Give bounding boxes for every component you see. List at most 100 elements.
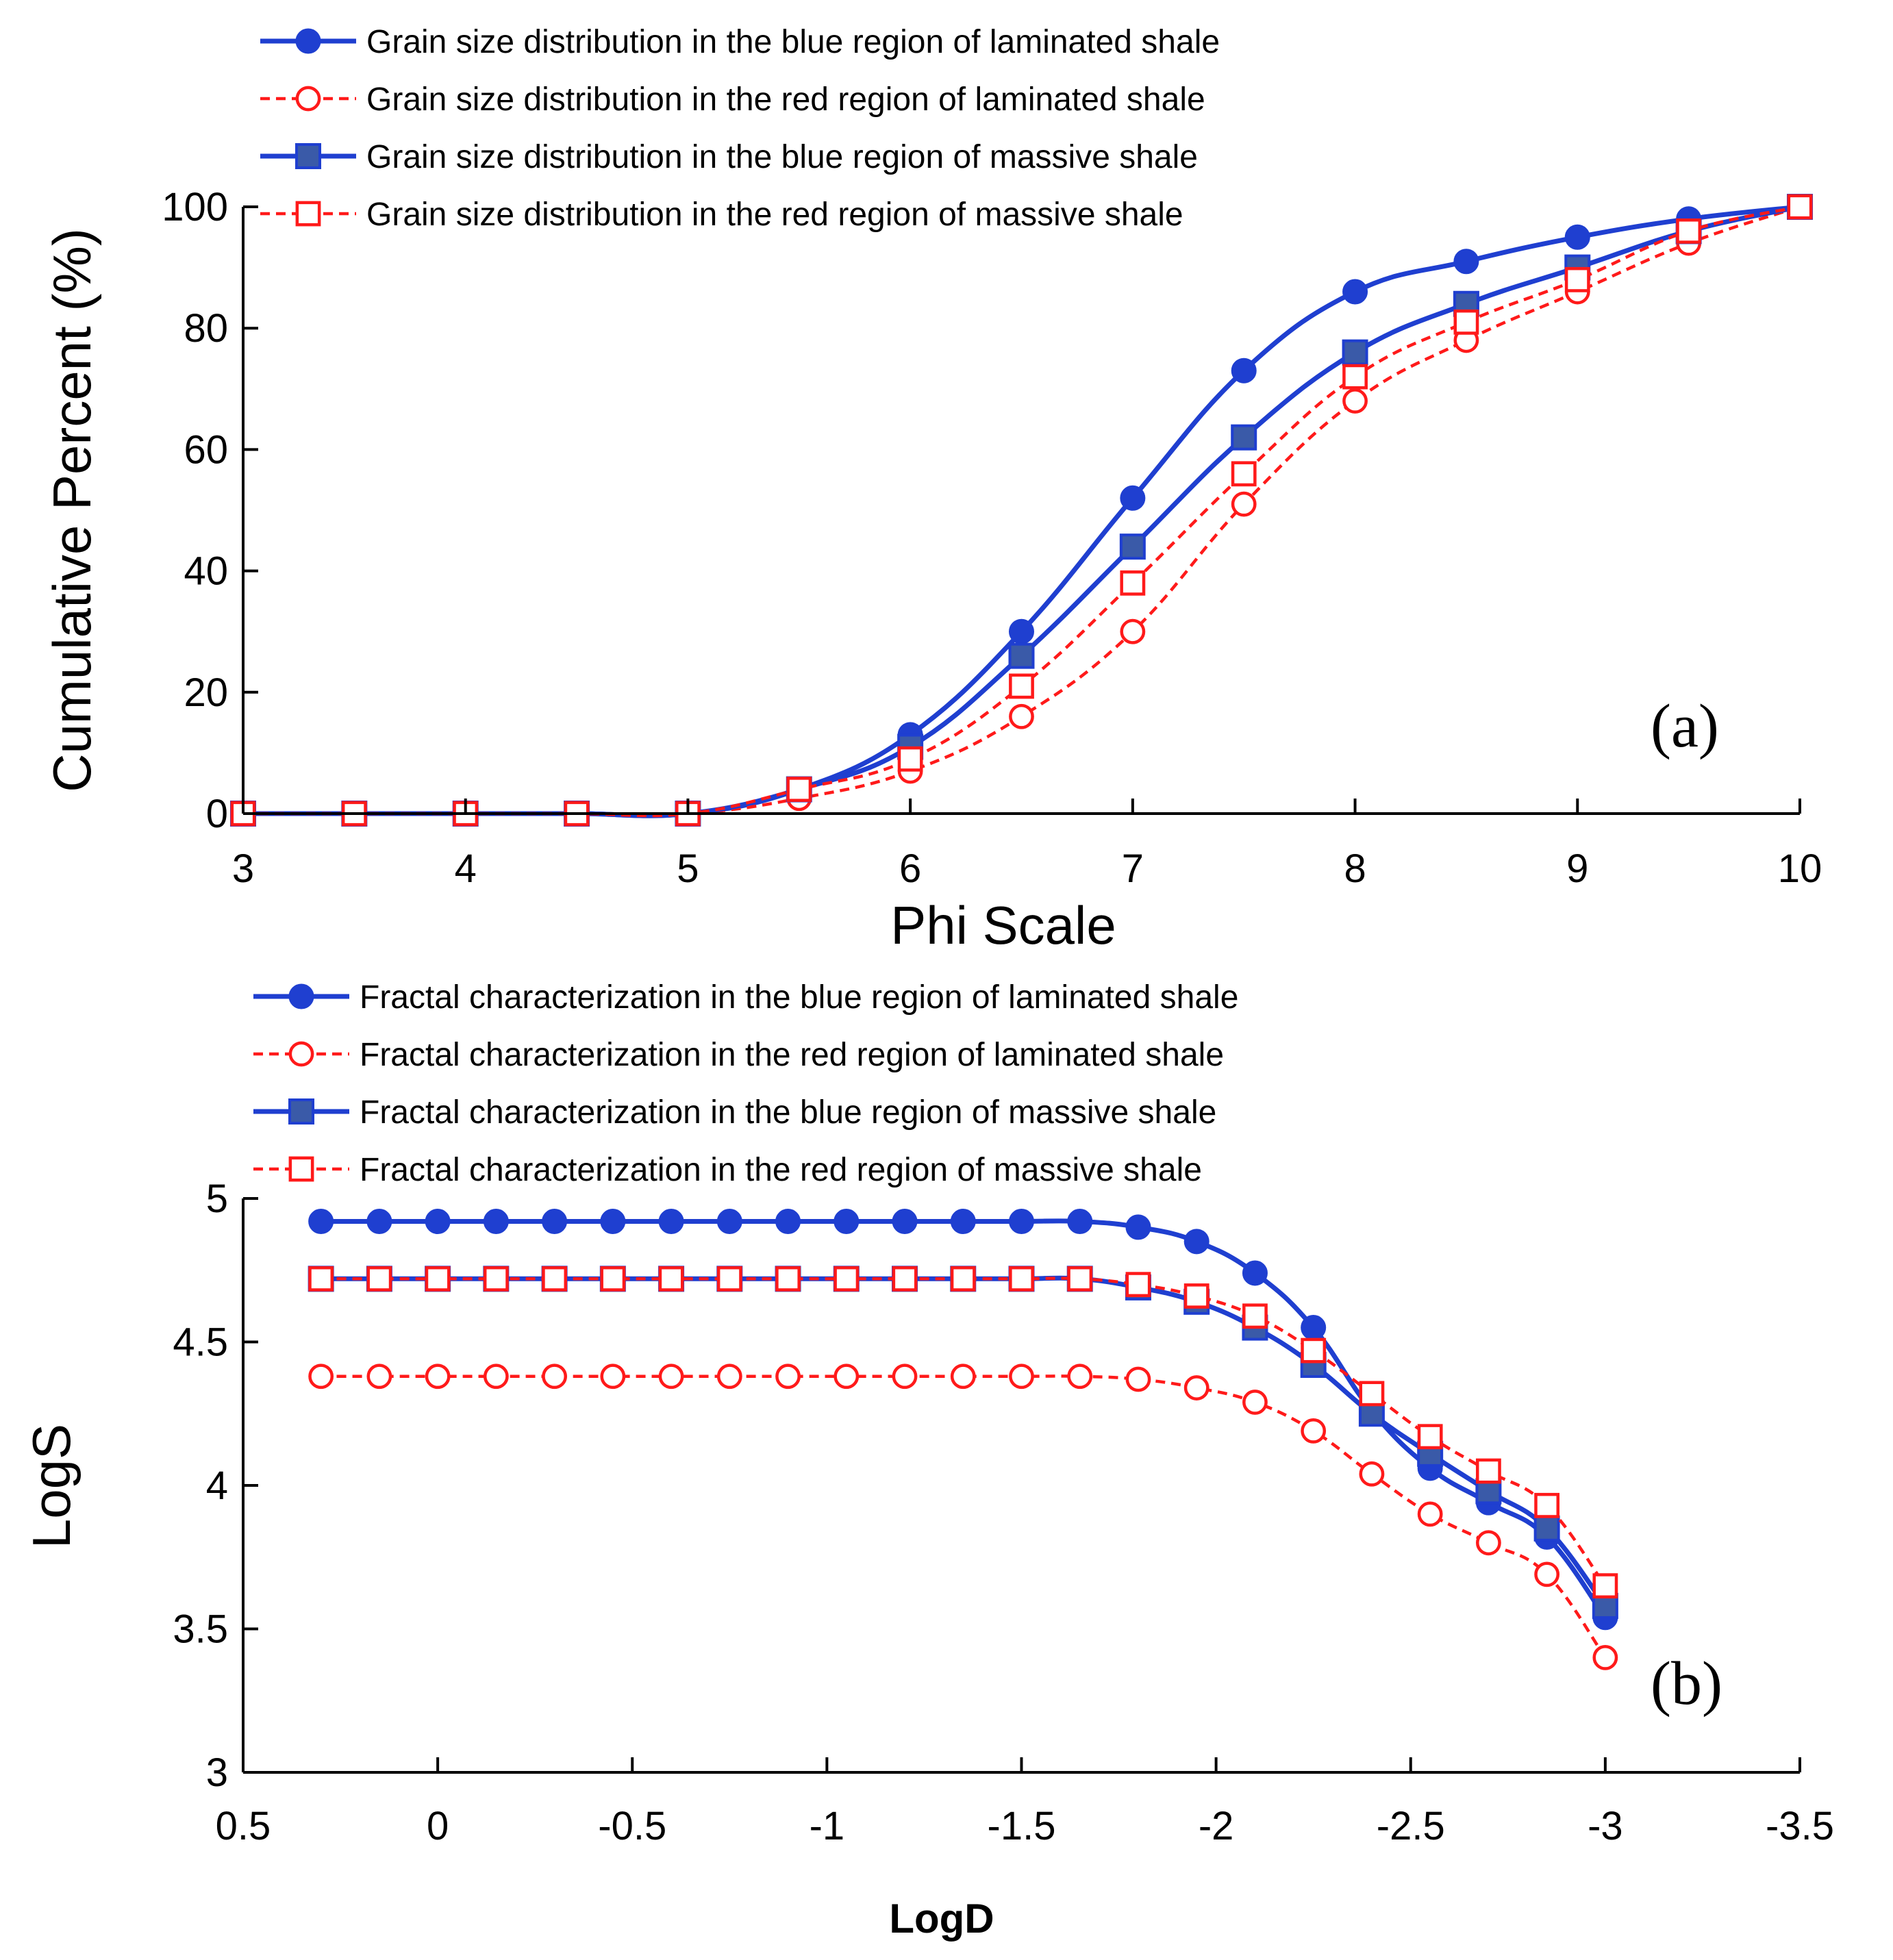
b-data-point bbox=[483, 1266, 509, 1292]
b-data-point bbox=[1417, 1424, 1443, 1450]
a-legend-label: Grain size distribution in the blue regi… bbox=[366, 139, 1198, 175]
a-legend-label: Grain size distribution in the red regio… bbox=[366, 197, 1183, 233]
a-data-point bbox=[1342, 364, 1368, 390]
b-data-point bbox=[1125, 1366, 1151, 1392]
a-x-tick-label: 9 bbox=[1566, 846, 1588, 891]
b-x-tick-label: -1.5 bbox=[988, 1804, 1056, 1848]
b-data-point bbox=[483, 1364, 509, 1390]
a-legend-label: Grain size distribution in the blue regi… bbox=[366, 24, 1220, 60]
a-data-point bbox=[1008, 642, 1035, 669]
panel-b-series-group bbox=[308, 1209, 1618, 1670]
a-data-point bbox=[897, 746, 923, 772]
a-data-point bbox=[1120, 618, 1146, 644]
b-legend-entry-3: Fractal characterization in the red regi… bbox=[253, 1152, 1202, 1188]
a-x-tick-label: 6 bbox=[899, 846, 921, 891]
a-legend-entry-2: Grain size distribution in the blue regi… bbox=[260, 139, 1198, 175]
b-data-point bbox=[600, 1266, 626, 1292]
b-data-point bbox=[600, 1209, 626, 1235]
b-legend-label: Fractal characterization in the red regi… bbox=[360, 1037, 1224, 1073]
b-data-point bbox=[542, 1266, 568, 1292]
b-x-tick-label: -0.5 bbox=[598, 1804, 666, 1848]
b-data-point bbox=[892, 1364, 918, 1390]
a-data-point bbox=[1342, 388, 1368, 414]
b-legend-label: Fractal characterization in the blue reg… bbox=[360, 979, 1238, 1016]
b-data-point bbox=[833, 1266, 860, 1292]
a-legend-entry-3: Grain size distribution in the red regio… bbox=[260, 197, 1183, 233]
a-x-tick-label: 10 bbox=[1778, 846, 1822, 891]
b-data-point bbox=[308, 1266, 334, 1292]
b-data-point bbox=[425, 1209, 451, 1235]
b-data-point bbox=[1417, 1501, 1443, 1527]
b-data-point bbox=[1067, 1209, 1093, 1235]
a-data-point bbox=[1009, 673, 1034, 699]
b-data-point bbox=[658, 1209, 684, 1235]
b-x-tick-label: 0 bbox=[427, 1804, 449, 1848]
a-x-tick-label: 8 bbox=[1344, 846, 1366, 891]
b-data-point bbox=[658, 1266, 684, 1292]
a-y-tick-label: 100 bbox=[162, 185, 228, 229]
a-y-tick-label: 80 bbox=[184, 306, 228, 351]
b-series-line-2 bbox=[321, 1275, 1607, 1608]
b-data-point bbox=[1476, 1530, 1501, 1556]
b-data-point bbox=[1067, 1266, 1093, 1292]
b-x-tick-label: -2 bbox=[1199, 1804, 1234, 1848]
a-x-tick-label: 5 bbox=[677, 846, 699, 891]
b-data-point bbox=[716, 1364, 742, 1390]
b-data-point bbox=[833, 1364, 860, 1390]
b-data-point bbox=[425, 1266, 451, 1292]
panel-a-legend: Grain size distribution in the blue regi… bbox=[260, 24, 1220, 233]
a-y-tick-label: 40 bbox=[184, 549, 228, 594]
b-data-point bbox=[542, 1364, 567, 1390]
b-x-tick-label: 0.5 bbox=[216, 1804, 271, 1848]
b-data-point bbox=[366, 1364, 392, 1390]
b-data-point bbox=[1125, 1272, 1151, 1298]
b-data-point bbox=[892, 1209, 918, 1235]
b-data-point bbox=[1533, 1515, 1560, 1542]
b-data-point bbox=[1359, 1461, 1385, 1487]
b-data-point bbox=[1242, 1390, 1268, 1415]
b-y-tick-label: 4.5 bbox=[173, 1320, 228, 1365]
b-data-point bbox=[775, 1209, 801, 1235]
a-data-point bbox=[1342, 279, 1368, 305]
b-data-point bbox=[1242, 1260, 1268, 1286]
b-data-point bbox=[1067, 1364, 1093, 1390]
b-data-point bbox=[1183, 1229, 1209, 1255]
a-data-point bbox=[1676, 218, 1702, 244]
b-data-point bbox=[1476, 1458, 1501, 1484]
b-series-line-3 bbox=[321, 1277, 1607, 1587]
a-legend-marker bbox=[295, 28, 321, 54]
b-x-tick-label: -1 bbox=[810, 1804, 845, 1848]
a-data-point bbox=[1119, 533, 1146, 560]
b-legend-marker bbox=[288, 983, 314, 1009]
b-data-point bbox=[1301, 1337, 1327, 1364]
a-legend-entry-0: Grain size distribution in the blue regi… bbox=[260, 24, 1220, 60]
b-legend-label: Fractal characterization in the blue reg… bbox=[360, 1094, 1216, 1131]
b-data-point bbox=[1009, 1266, 1034, 1292]
a-data-point bbox=[1787, 194, 1813, 220]
panel-b-x-axis-title: LogD bbox=[889, 1896, 994, 1942]
b-data-point bbox=[1242, 1303, 1268, 1329]
a-series-3 bbox=[230, 194, 1813, 827]
b-y-tick-label: 3 bbox=[206, 1750, 228, 1795]
a-data-point bbox=[1231, 461, 1257, 487]
a-legend-label: Grain size distribution in the red regio… bbox=[366, 81, 1205, 118]
b-y-tick-label: 4 bbox=[206, 1463, 228, 1508]
b-data-point bbox=[716, 1266, 742, 1292]
b-data-point bbox=[1009, 1209, 1034, 1235]
b-legend-entry-1: Fractal characterization in the red regi… bbox=[253, 1037, 1224, 1073]
b-data-point bbox=[1534, 1561, 1560, 1587]
a-legend-marker bbox=[295, 86, 321, 112]
panel-b-y-axis-title: LogS bbox=[21, 1424, 82, 1548]
a-data-point bbox=[1453, 249, 1479, 275]
panel-b-axes: 0.5 0 -0.5 -1 -1.5 -2 -2.5 -3 -3.5 3 3.5 4 4.5 5 bbox=[173, 1177, 1834, 1848]
b-data-point bbox=[716, 1209, 742, 1235]
b-data-point bbox=[833, 1209, 860, 1235]
a-y-tick-label: 0 bbox=[206, 792, 228, 836]
a-x-tick-label: 4 bbox=[455, 846, 477, 891]
b-data-point bbox=[1359, 1381, 1385, 1407]
a-data-point bbox=[1564, 224, 1590, 250]
b-data-point bbox=[1183, 1375, 1209, 1400]
b-data-point bbox=[425, 1364, 451, 1390]
